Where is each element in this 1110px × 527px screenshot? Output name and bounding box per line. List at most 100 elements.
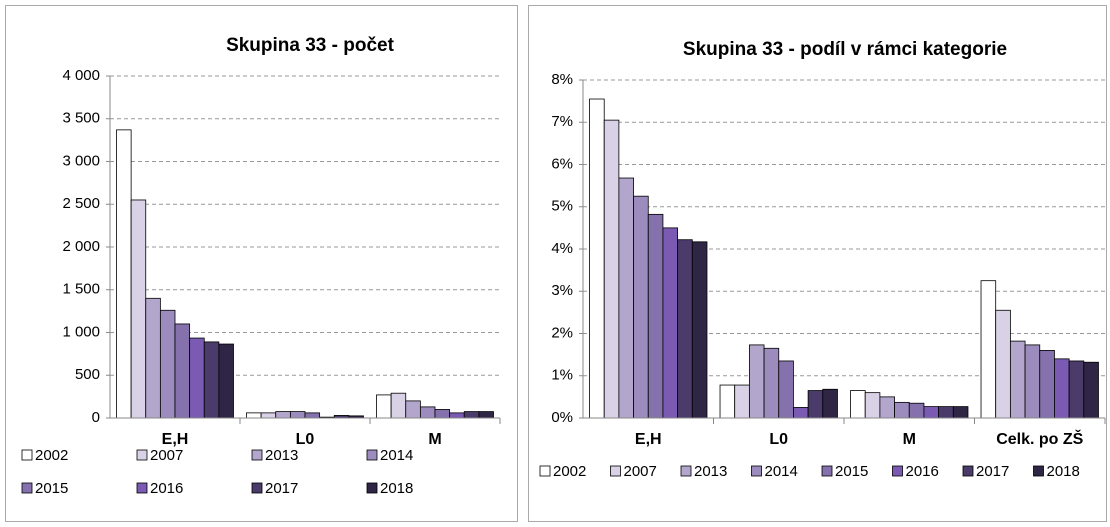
legend-swatch [962, 465, 974, 477]
bar [793, 407, 809, 419]
legend-label: 2002 [35, 447, 68, 464]
bar [938, 406, 954, 419]
legend-label: 2018 [1047, 463, 1080, 480]
x-tick-label: M [903, 431, 916, 448]
y-tick-label: 3 000 [62, 152, 100, 169]
x-tick-label: E,H [635, 431, 662, 448]
y-tick-label: 2% [551, 324, 573, 341]
legend-swatch [1033, 465, 1044, 477]
bar [603, 119, 620, 419]
bar [864, 392, 881, 419]
legend-label: 2013 [265, 447, 298, 464]
legend-label: 2015 [35, 480, 68, 497]
bar [850, 390, 866, 419]
bar [763, 347, 780, 419]
legend-label: 2014 [765, 463, 798, 480]
bar [159, 309, 176, 419]
y-tick-label: 5% [551, 198, 573, 215]
legend-swatch [751, 465, 762, 477]
bar [289, 411, 306, 419]
x-tick-label: L0 [769, 431, 788, 448]
legend-label: 2016 [150, 480, 183, 497]
y-tick-label: 500 [75, 366, 100, 383]
bar [1024, 344, 1041, 419]
bar [995, 309, 1011, 419]
legend-swatch [251, 449, 263, 461]
bar [145, 297, 161, 419]
bar [879, 396, 895, 419]
legend-swatch [136, 449, 148, 461]
bar [734, 384, 750, 419]
bar [923, 406, 940, 419]
bar [218, 343, 234, 419]
bar [662, 227, 679, 419]
bar [633, 195, 649, 419]
legend-label: 2007 [624, 463, 657, 480]
bar [1068, 360, 1085, 419]
y-tick-label: 3% [551, 282, 573, 299]
bar [894, 401, 910, 419]
y-tick-label: 1 500 [62, 281, 100, 298]
bar [952, 406, 969, 419]
bar [1009, 340, 1026, 419]
legend-swatch [539, 465, 551, 477]
legend-label: 2007 [150, 447, 183, 464]
bar [449, 412, 465, 419]
legend-label: 2016 [906, 463, 939, 480]
bar [1083, 361, 1099, 419]
y-tick-label: 1% [551, 367, 573, 384]
chart-title: Skupina 33 - podíl v rámci kategorie [683, 39, 1007, 60]
legend-swatch [821, 465, 833, 477]
legend-swatch [366, 482, 378, 494]
bar [778, 360, 794, 419]
bar [116, 129, 132, 419]
bar [275, 411, 291, 419]
bar [405, 400, 421, 419]
bar [463, 411, 480, 419]
bar [691, 241, 708, 419]
bar [246, 412, 262, 419]
bar [822, 388, 838, 419]
y-tick-label: 4 000 [62, 67, 100, 84]
bar [434, 409, 451, 419]
legend-swatch [21, 449, 33, 461]
y-tick-label: 0% [551, 409, 573, 426]
legend-swatch [21, 482, 33, 494]
y-tick-label: 3 500 [62, 110, 100, 127]
x-tick-label: M [428, 431, 441, 448]
bar [980, 280, 997, 419]
legend-label: 2018 [380, 480, 413, 497]
bar [719, 384, 736, 419]
bar [304, 412, 321, 419]
bar [1039, 349, 1055, 419]
legend-label: 2002 [553, 463, 586, 480]
bar [807, 390, 824, 419]
bar [748, 344, 765, 419]
legend-label: 2014 [380, 447, 413, 464]
y-tick-label: 7% [551, 113, 573, 130]
bar [589, 98, 605, 419]
bar [618, 177, 634, 419]
chart-title: Skupina 33 - počet [226, 35, 395, 56]
bar [478, 411, 494, 419]
y-tick-label: 6% [551, 155, 573, 172]
bar [390, 392, 407, 419]
x-tick-label: Celk. po ZŠ [996, 429, 1083, 448]
legend-label: 2013 [694, 463, 727, 480]
legend-label: 2015 [835, 463, 868, 480]
panel [5, 5, 518, 522]
y-tick-label: 2 500 [62, 195, 100, 212]
legend-swatch [366, 449, 378, 461]
y-tick-label: 8% [551, 71, 573, 88]
bar [130, 199, 147, 419]
legend-swatch [136, 482, 148, 494]
legend-swatch [610, 465, 621, 477]
y-tick-label: 4% [551, 240, 573, 257]
bar [677, 239, 693, 419]
bar [1054, 358, 1070, 419]
bar [376, 394, 392, 419]
bar [260, 412, 277, 419]
legend-label: 2017 [976, 463, 1009, 480]
y-tick-label: 1 000 [62, 323, 100, 340]
